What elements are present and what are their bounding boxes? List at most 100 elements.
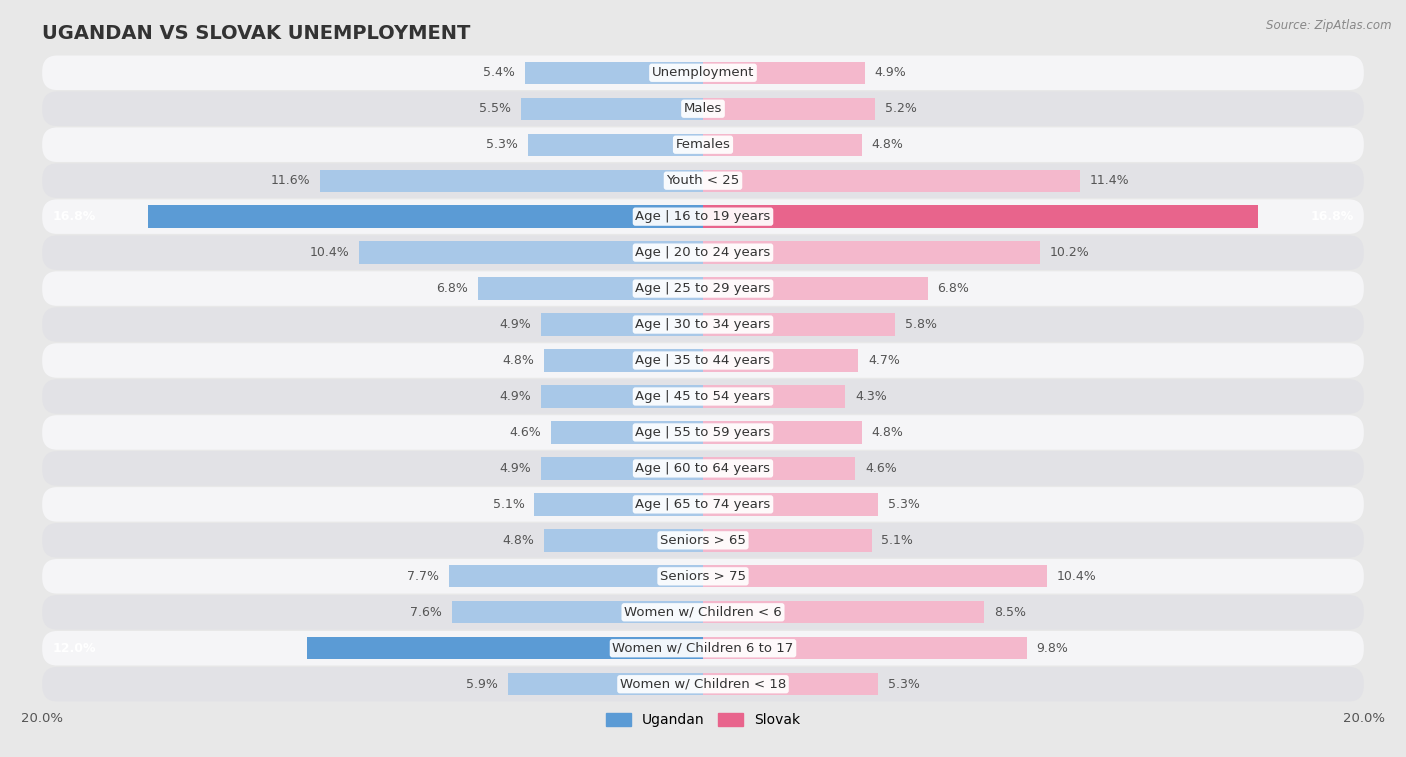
Bar — [508, 673, 703, 696]
Text: 4.9%: 4.9% — [499, 462, 531, 475]
Text: 5.4%: 5.4% — [482, 67, 515, 79]
Bar — [544, 529, 703, 552]
Text: 4.8%: 4.8% — [502, 534, 534, 547]
Text: Females: Females — [675, 139, 731, 151]
Text: 5.8%: 5.8% — [904, 318, 936, 331]
Text: Age | 35 to 44 years: Age | 35 to 44 years — [636, 354, 770, 367]
Text: Seniors > 65: Seniors > 65 — [659, 534, 747, 547]
Text: 5.1%: 5.1% — [882, 534, 914, 547]
Text: 10.4%: 10.4% — [1056, 570, 1097, 583]
Bar — [703, 205, 1258, 228]
Text: Age | 60 to 64 years: Age | 60 to 64 years — [636, 462, 770, 475]
Bar — [148, 205, 703, 228]
Text: 5.5%: 5.5% — [479, 102, 512, 115]
Bar — [703, 529, 872, 552]
Text: Age | 30 to 34 years: Age | 30 to 34 years — [636, 318, 770, 331]
Text: 5.3%: 5.3% — [889, 498, 920, 511]
Bar — [703, 565, 1046, 587]
Bar — [360, 241, 703, 263]
Text: 5.3%: 5.3% — [486, 139, 517, 151]
Text: Age | 20 to 24 years: Age | 20 to 24 years — [636, 246, 770, 259]
Text: Women w/ Children < 6: Women w/ Children < 6 — [624, 606, 782, 618]
Bar — [703, 494, 879, 516]
Text: 10.2%: 10.2% — [1050, 246, 1090, 259]
Bar — [527, 133, 703, 156]
Text: Youth < 25: Youth < 25 — [666, 174, 740, 187]
Text: 4.6%: 4.6% — [509, 426, 541, 439]
Legend: Ugandan, Slovak: Ugandan, Slovak — [600, 708, 806, 733]
Bar — [703, 98, 875, 120]
Text: 5.9%: 5.9% — [467, 678, 498, 690]
Bar — [534, 494, 703, 516]
FancyBboxPatch shape — [42, 235, 1364, 270]
Text: 5.2%: 5.2% — [884, 102, 917, 115]
Text: 7.7%: 7.7% — [406, 570, 439, 583]
Bar — [703, 61, 865, 84]
Text: 4.9%: 4.9% — [875, 67, 907, 79]
Text: 4.6%: 4.6% — [865, 462, 897, 475]
FancyBboxPatch shape — [42, 92, 1364, 126]
Bar — [703, 241, 1040, 263]
Text: 5.1%: 5.1% — [492, 498, 524, 511]
Bar — [703, 170, 1080, 192]
Bar — [544, 350, 703, 372]
Bar — [703, 457, 855, 480]
FancyBboxPatch shape — [42, 631, 1364, 665]
FancyBboxPatch shape — [42, 487, 1364, 522]
Text: 4.9%: 4.9% — [499, 390, 531, 403]
FancyBboxPatch shape — [42, 451, 1364, 486]
Text: 4.8%: 4.8% — [872, 426, 904, 439]
FancyBboxPatch shape — [42, 415, 1364, 450]
Text: 6.8%: 6.8% — [938, 282, 970, 295]
Bar — [478, 277, 703, 300]
Text: Women w/ Children 6 to 17: Women w/ Children 6 to 17 — [613, 642, 793, 655]
Text: 16.8%: 16.8% — [52, 210, 96, 223]
Text: Age | 25 to 29 years: Age | 25 to 29 years — [636, 282, 770, 295]
Text: 11.6%: 11.6% — [270, 174, 309, 187]
Text: 9.8%: 9.8% — [1036, 642, 1069, 655]
Bar — [551, 422, 703, 444]
Bar — [703, 133, 862, 156]
Text: Age | 55 to 59 years: Age | 55 to 59 years — [636, 426, 770, 439]
Bar — [449, 565, 703, 587]
Bar — [703, 277, 928, 300]
Text: 4.8%: 4.8% — [872, 139, 904, 151]
Text: 6.8%: 6.8% — [436, 282, 468, 295]
FancyBboxPatch shape — [42, 379, 1364, 414]
Bar — [703, 637, 1026, 659]
Bar — [524, 61, 703, 84]
Text: Males: Males — [683, 102, 723, 115]
Text: 4.9%: 4.9% — [499, 318, 531, 331]
Text: 10.4%: 10.4% — [309, 246, 350, 259]
FancyBboxPatch shape — [42, 127, 1364, 162]
FancyBboxPatch shape — [42, 667, 1364, 702]
Text: 8.5%: 8.5% — [994, 606, 1026, 618]
Bar — [541, 385, 703, 407]
Bar — [703, 601, 984, 624]
FancyBboxPatch shape — [42, 343, 1364, 378]
FancyBboxPatch shape — [42, 307, 1364, 342]
Bar — [703, 313, 894, 335]
Bar — [703, 422, 862, 444]
Text: Seniors > 75: Seniors > 75 — [659, 570, 747, 583]
FancyBboxPatch shape — [42, 199, 1364, 234]
Text: 4.3%: 4.3% — [855, 390, 887, 403]
Text: UGANDAN VS SLOVAK UNEMPLOYMENT: UGANDAN VS SLOVAK UNEMPLOYMENT — [42, 24, 471, 43]
Text: Age | 65 to 74 years: Age | 65 to 74 years — [636, 498, 770, 511]
Bar — [541, 313, 703, 335]
Text: Source: ZipAtlas.com: Source: ZipAtlas.com — [1267, 19, 1392, 32]
Bar — [703, 350, 858, 372]
Text: Age | 45 to 54 years: Age | 45 to 54 years — [636, 390, 770, 403]
FancyBboxPatch shape — [42, 164, 1364, 198]
Bar — [703, 673, 879, 696]
Text: Women w/ Children < 18: Women w/ Children < 18 — [620, 678, 786, 690]
Text: Age | 16 to 19 years: Age | 16 to 19 years — [636, 210, 770, 223]
Text: 16.8%: 16.8% — [1310, 210, 1354, 223]
Bar — [307, 637, 703, 659]
FancyBboxPatch shape — [42, 271, 1364, 306]
FancyBboxPatch shape — [42, 523, 1364, 558]
Text: 4.7%: 4.7% — [868, 354, 900, 367]
FancyBboxPatch shape — [42, 595, 1364, 630]
Bar — [522, 98, 703, 120]
Text: Unemployment: Unemployment — [652, 67, 754, 79]
